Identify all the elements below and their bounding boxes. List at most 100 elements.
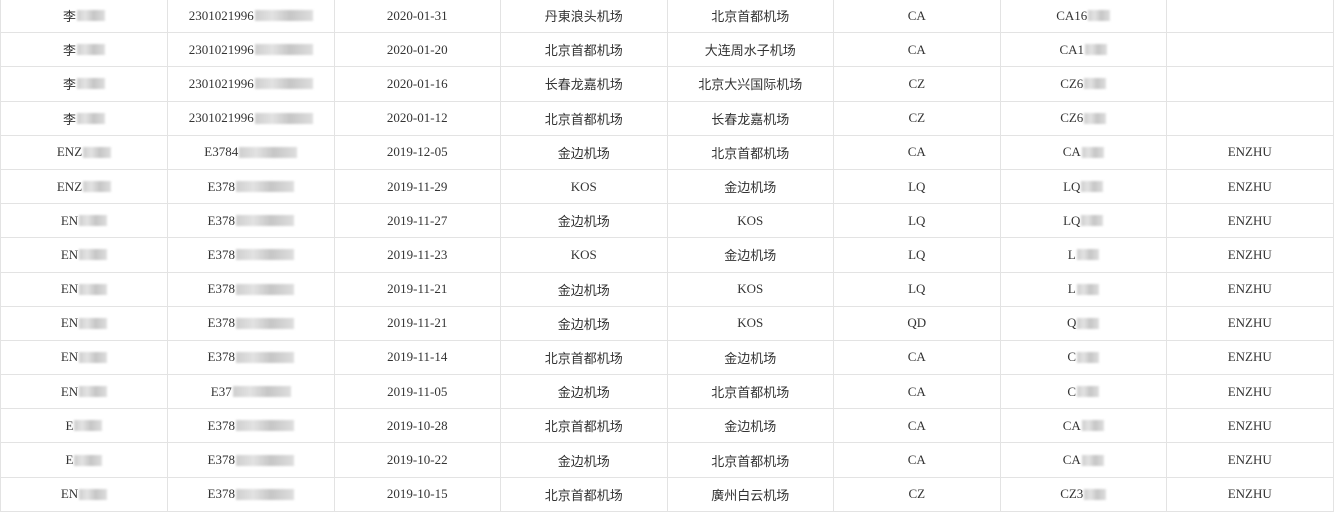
cell-flight[interactable]: LQ — [1001, 204, 1167, 238]
cell-pax[interactable] — [1167, 0, 1334, 33]
cell-flight[interactable]: C — [1001, 340, 1167, 375]
cell-from[interactable]: KOS — [501, 169, 668, 204]
cell-id[interactable]: E378 — [168, 272, 335, 306]
cell-flight[interactable]: CZ3 — [1001, 477, 1167, 511]
cell-flight[interactable]: Q — [1001, 306, 1167, 340]
cell-airline[interactable]: CA — [834, 340, 1001, 375]
cell-date[interactable]: 2019-11-05 — [335, 375, 501, 409]
cell-flight[interactable]: LQ — [1001, 169, 1167, 204]
cell-pax[interactable] — [1167, 67, 1334, 101]
cell-to[interactable]: KOS — [668, 306, 834, 340]
cell-to[interactable]: 大连周水子机场 — [668, 33, 834, 67]
cell-airline[interactable]: CA — [834, 33, 1001, 67]
cell-id[interactable]: 2301021996 — [168, 33, 335, 67]
cell-flight[interactable]: CZ6 — [1001, 101, 1167, 135]
cell-pax[interactable]: ENZHU — [1167, 238, 1334, 272]
cell-airline[interactable]: CA — [834, 135, 1001, 169]
cell-pax[interactable]: ENZHU — [1167, 272, 1334, 306]
cell-pax[interactable]: ENZHU — [1167, 340, 1334, 375]
cell-flight[interactable]: CA16 — [1001, 0, 1167, 33]
cell-pax[interactable]: ENZHU — [1167, 409, 1334, 443]
cell-id[interactable]: E3784 — [168, 135, 335, 169]
cell-flight[interactable]: L — [1001, 272, 1167, 306]
cell-pax[interactable]: ENZHU — [1167, 477, 1334, 511]
cell-flight[interactable]: CA — [1001, 135, 1167, 169]
cell-name[interactable]: EN — [0, 238, 168, 272]
cell-airline[interactable]: CA — [834, 375, 1001, 409]
cell-name[interactable]: EN — [0, 204, 168, 238]
cell-from[interactable]: 长春龙嘉机场 — [501, 67, 668, 101]
cell-name[interactable]: EN — [0, 477, 168, 511]
cell-id[interactable]: E37 — [168, 375, 335, 409]
cell-from[interactable]: 北京首都机场 — [501, 409, 668, 443]
cell-from[interactable]: 丹東浪头机场 — [501, 0, 668, 33]
cell-id[interactable]: 2301021996 — [168, 67, 335, 101]
cell-name[interactable]: E — [0, 409, 168, 443]
cell-name[interactable]: EN — [0, 340, 168, 375]
cell-date[interactable]: 2019-10-15 — [335, 477, 501, 511]
cell-to[interactable]: 长春龙嘉机场 — [668, 101, 834, 135]
cell-name[interactable]: 李 — [0, 101, 168, 135]
cell-pax[interactable]: ENZHU — [1167, 443, 1334, 477]
cell-from[interactable]: KOS — [501, 238, 668, 272]
cell-to[interactable]: 廣州白云机场 — [668, 477, 834, 511]
cell-id[interactable]: E378 — [168, 169, 335, 204]
cell-from[interactable]: 金边机场 — [501, 204, 668, 238]
cell-to[interactable]: 北京首都机场 — [668, 375, 834, 409]
cell-from[interactable]: 金边机场 — [501, 272, 668, 306]
cell-id[interactable]: E378 — [168, 409, 335, 443]
cell-from[interactable]: 北京首都机场 — [501, 340, 668, 375]
cell-from[interactable]: 北京首都机场 — [501, 477, 668, 511]
cell-flight[interactable]: L — [1001, 238, 1167, 272]
cell-date[interactable]: 2019-12-05 — [335, 135, 501, 169]
cell-pax[interactable]: ENZHU — [1167, 135, 1334, 169]
cell-name[interactable]: 李 — [0, 0, 168, 33]
cell-date[interactable]: 2019-11-21 — [335, 306, 501, 340]
cell-to[interactable]: 北京大兴国际机场 — [668, 67, 834, 101]
cell-to[interactable]: 金边机场 — [668, 169, 834, 204]
cell-id[interactable]: E378 — [168, 340, 335, 375]
cell-flight[interactable]: CA — [1001, 409, 1167, 443]
cell-date[interactable]: 2020-01-31 — [335, 0, 501, 33]
cell-airline[interactable]: CA — [834, 409, 1001, 443]
cell-id[interactable]: E378 — [168, 238, 335, 272]
cell-airline[interactable]: LQ — [834, 169, 1001, 204]
cell-date[interactable]: 2020-01-20 — [335, 33, 501, 67]
cell-flight[interactable]: CA — [1001, 443, 1167, 477]
cell-name[interactable]: EN — [0, 375, 168, 409]
cell-pax[interactable] — [1167, 33, 1334, 67]
cell-name[interactable]: 李 — [0, 33, 168, 67]
cell-from[interactable]: 北京首都机场 — [501, 101, 668, 135]
cell-date[interactable]: 2020-01-16 — [335, 67, 501, 101]
cell-name[interactable]: E — [0, 443, 168, 477]
cell-date[interactable]: 2019-11-23 — [335, 238, 501, 272]
cell-airline[interactable]: CZ — [834, 101, 1001, 135]
cell-id[interactable]: 2301021996 — [168, 0, 335, 33]
cell-date[interactable]: 2019-11-14 — [335, 340, 501, 375]
cell-pax[interactable]: ENZHU — [1167, 204, 1334, 238]
cell-to[interactable]: KOS — [668, 272, 834, 306]
cell-from[interactable]: 金边机场 — [501, 135, 668, 169]
cell-to[interactable]: 金边机场 — [668, 238, 834, 272]
cell-to[interactable]: KOS — [668, 204, 834, 238]
cell-date[interactable]: 2019-10-28 — [335, 409, 501, 443]
cell-date[interactable]: 2019-10-22 — [335, 443, 501, 477]
cell-airline[interactable]: CZ — [834, 477, 1001, 511]
cell-date[interactable]: 2020-01-12 — [335, 101, 501, 135]
cell-from[interactable]: 金边机场 — [501, 375, 668, 409]
cell-to[interactable]: 金边机场 — [668, 340, 834, 375]
cell-to[interactable]: 北京首都机场 — [668, 135, 834, 169]
cell-airline[interactable]: LQ — [834, 272, 1001, 306]
cell-to[interactable]: 北京首都机场 — [668, 0, 834, 33]
cell-from[interactable]: 北京首都机场 — [501, 33, 668, 67]
cell-airline[interactable]: QD — [834, 306, 1001, 340]
cell-date[interactable]: 2019-11-27 — [335, 204, 501, 238]
cell-pax[interactable]: ENZHU — [1167, 169, 1334, 204]
cell-pax[interactable]: ENZHU — [1167, 375, 1334, 409]
cell-id[interactable]: E378 — [168, 306, 335, 340]
cell-airline[interactable]: LQ — [834, 204, 1001, 238]
cell-airline[interactable]: CZ — [834, 67, 1001, 101]
cell-id[interactable]: E378 — [168, 204, 335, 238]
cell-name[interactable]: EN — [0, 272, 168, 306]
cell-airline[interactable]: LQ — [834, 238, 1001, 272]
